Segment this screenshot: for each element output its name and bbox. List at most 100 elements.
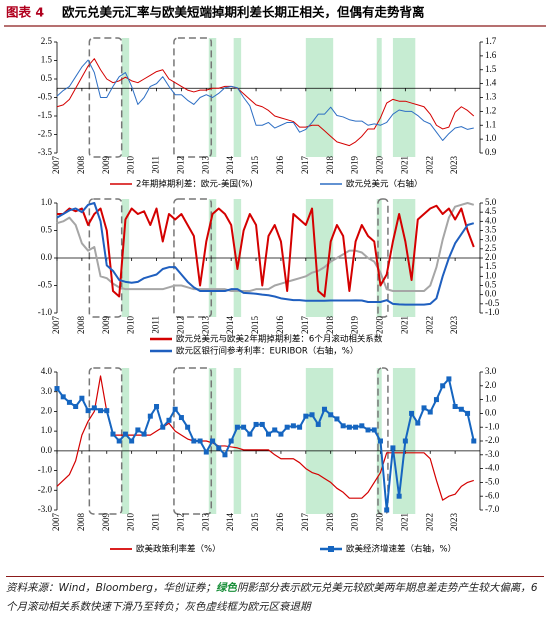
series-marker bbox=[91, 405, 97, 411]
series-marker bbox=[191, 438, 197, 444]
highlight-period bbox=[121, 38, 130, 157]
series-marker bbox=[396, 493, 402, 499]
series-marker bbox=[185, 424, 191, 430]
y2-tick-label: 0.5 bbox=[485, 280, 497, 290]
y2-tick-label: 1.1 bbox=[485, 119, 496, 129]
y2-tick-label: 1.5 bbox=[485, 64, 497, 74]
x-tick-label: 2019 bbox=[350, 156, 360, 175]
y-tick-label: 1.0 bbox=[41, 197, 53, 207]
x-tick-label: 2020 bbox=[375, 156, 385, 175]
series-marker bbox=[122, 431, 128, 437]
recession-box bbox=[88, 37, 123, 158]
y2-tick-label: 2.0 bbox=[485, 380, 497, 390]
x-tick-label: 2015 bbox=[250, 513, 260, 532]
highlight-period bbox=[233, 368, 242, 514]
y2-tick-label: -6.0 bbox=[485, 490, 500, 500]
series-marker bbox=[247, 431, 253, 437]
series-marker bbox=[415, 420, 421, 426]
x-tick-label: 2021 bbox=[399, 513, 409, 531]
x-tick-label: 2023 bbox=[449, 316, 459, 335]
series-marker bbox=[266, 431, 271, 437]
y2-tick-label: 5.0 bbox=[485, 197, 497, 207]
series-marker bbox=[465, 410, 471, 416]
x-tick-label: 2008 bbox=[76, 156, 86, 175]
highlight-period bbox=[121, 368, 130, 514]
series-marker bbox=[66, 399, 72, 405]
y2-tick-label: -1.0 bbox=[485, 421, 500, 431]
x-tick-label: 2012 bbox=[175, 156, 185, 174]
series-marker bbox=[446, 376, 452, 382]
series-marker bbox=[129, 438, 135, 444]
series-marker bbox=[284, 424, 290, 430]
y-tick-label: -1.5 bbox=[38, 110, 53, 120]
y2-tick-label: 4.0 bbox=[485, 215, 497, 225]
x-tick-label: 2012 bbox=[175, 513, 185, 531]
x-tick-label: 2009 bbox=[101, 316, 111, 335]
series-marker bbox=[197, 438, 203, 444]
y-tick-label: -2.0 bbox=[38, 484, 53, 494]
y2-tick-label: 1.3 bbox=[485, 92, 497, 102]
y2-tick-label: 2.0 bbox=[485, 252, 497, 262]
figure-label: 图表 4 bbox=[6, 5, 44, 20]
highlight-period bbox=[392, 38, 416, 157]
x-tick-label: 2022 bbox=[424, 156, 434, 174]
series-marker bbox=[234, 424, 240, 430]
series-marker bbox=[471, 438, 477, 444]
x-tick-label: 2017 bbox=[300, 316, 310, 335]
y2-tick-label: -7.0 bbox=[485, 504, 500, 514]
series-marker bbox=[222, 452, 228, 458]
x-tick-label: 2021 bbox=[399, 156, 409, 174]
x-tick-label: 2023 bbox=[449, 156, 459, 175]
x-tick-label: 2010 bbox=[126, 316, 136, 335]
x-tick-label: 2011 bbox=[151, 316, 161, 334]
y-tick-label: 0.5 bbox=[41, 73, 53, 83]
legend-label: 欧美政策利率差（%） bbox=[136, 544, 221, 555]
series-marker bbox=[172, 406, 178, 412]
x-tick-label: 2011 bbox=[151, 156, 161, 174]
series-marker bbox=[135, 427, 141, 433]
y-tick-label: -0.5 bbox=[38, 92, 53, 102]
series-line bbox=[56, 58, 475, 147]
x-tick-label: 2017 bbox=[300, 156, 310, 175]
legend-label: 欧元兑美元（右轴） bbox=[346, 179, 423, 190]
x-tick-label: 2023 bbox=[449, 513, 459, 532]
y-tick-label: -3.0 bbox=[38, 504, 53, 514]
x-tick-label: 2019 bbox=[350, 513, 360, 532]
highlight-period bbox=[376, 38, 382, 157]
y2-tick-label: -3.0 bbox=[485, 449, 500, 459]
x-tick-label: 2013 bbox=[200, 156, 210, 175]
x-tick-label: 2013 bbox=[200, 316, 210, 335]
y2-tick-label: 0.0 bbox=[485, 289, 497, 299]
y2-tick-label: 1.5 bbox=[485, 261, 497, 271]
y2-tick-label: 1.0 bbox=[485, 133, 497, 143]
x-tick-label: 2016 bbox=[275, 316, 285, 335]
series-marker bbox=[328, 412, 334, 418]
series-marker bbox=[98, 408, 104, 414]
x-tick-label: 2016 bbox=[275, 513, 285, 532]
x-tick-label: 2020 bbox=[375, 316, 385, 335]
recession-box bbox=[377, 367, 389, 515]
y2-tick-label: -0.5 bbox=[485, 298, 500, 308]
legend-marker bbox=[328, 546, 334, 552]
y2-tick-label: -4.0 bbox=[485, 463, 500, 473]
series-line bbox=[56, 202, 475, 292]
x-tick-label: 2007 bbox=[51, 316, 61, 335]
series-marker bbox=[315, 421, 321, 427]
series-marker bbox=[79, 395, 85, 401]
y2-tick-label: 4.5 bbox=[485, 206, 497, 216]
series-marker bbox=[54, 386, 60, 392]
highlight-period bbox=[305, 368, 334, 514]
series-marker bbox=[253, 421, 259, 427]
legend-label: 欧元兑美元与欧美2年期掉期利差：6个月滚动相关系数 bbox=[176, 334, 383, 345]
y-tick-label: 1.0 bbox=[41, 425, 53, 435]
series-marker bbox=[178, 415, 184, 421]
y-tick-label: -1.0 bbox=[38, 307, 53, 317]
series-marker bbox=[166, 417, 172, 423]
series-marker bbox=[365, 427, 371, 433]
highlight-period bbox=[233, 38, 242, 157]
highlight-period bbox=[305, 38, 334, 157]
series-marker bbox=[160, 424, 166, 430]
y2-tick-label: 2.5 bbox=[485, 243, 497, 253]
x-tick-label: 2015 bbox=[250, 156, 260, 175]
y2-tick-label: 1.7 bbox=[485, 36, 497, 46]
